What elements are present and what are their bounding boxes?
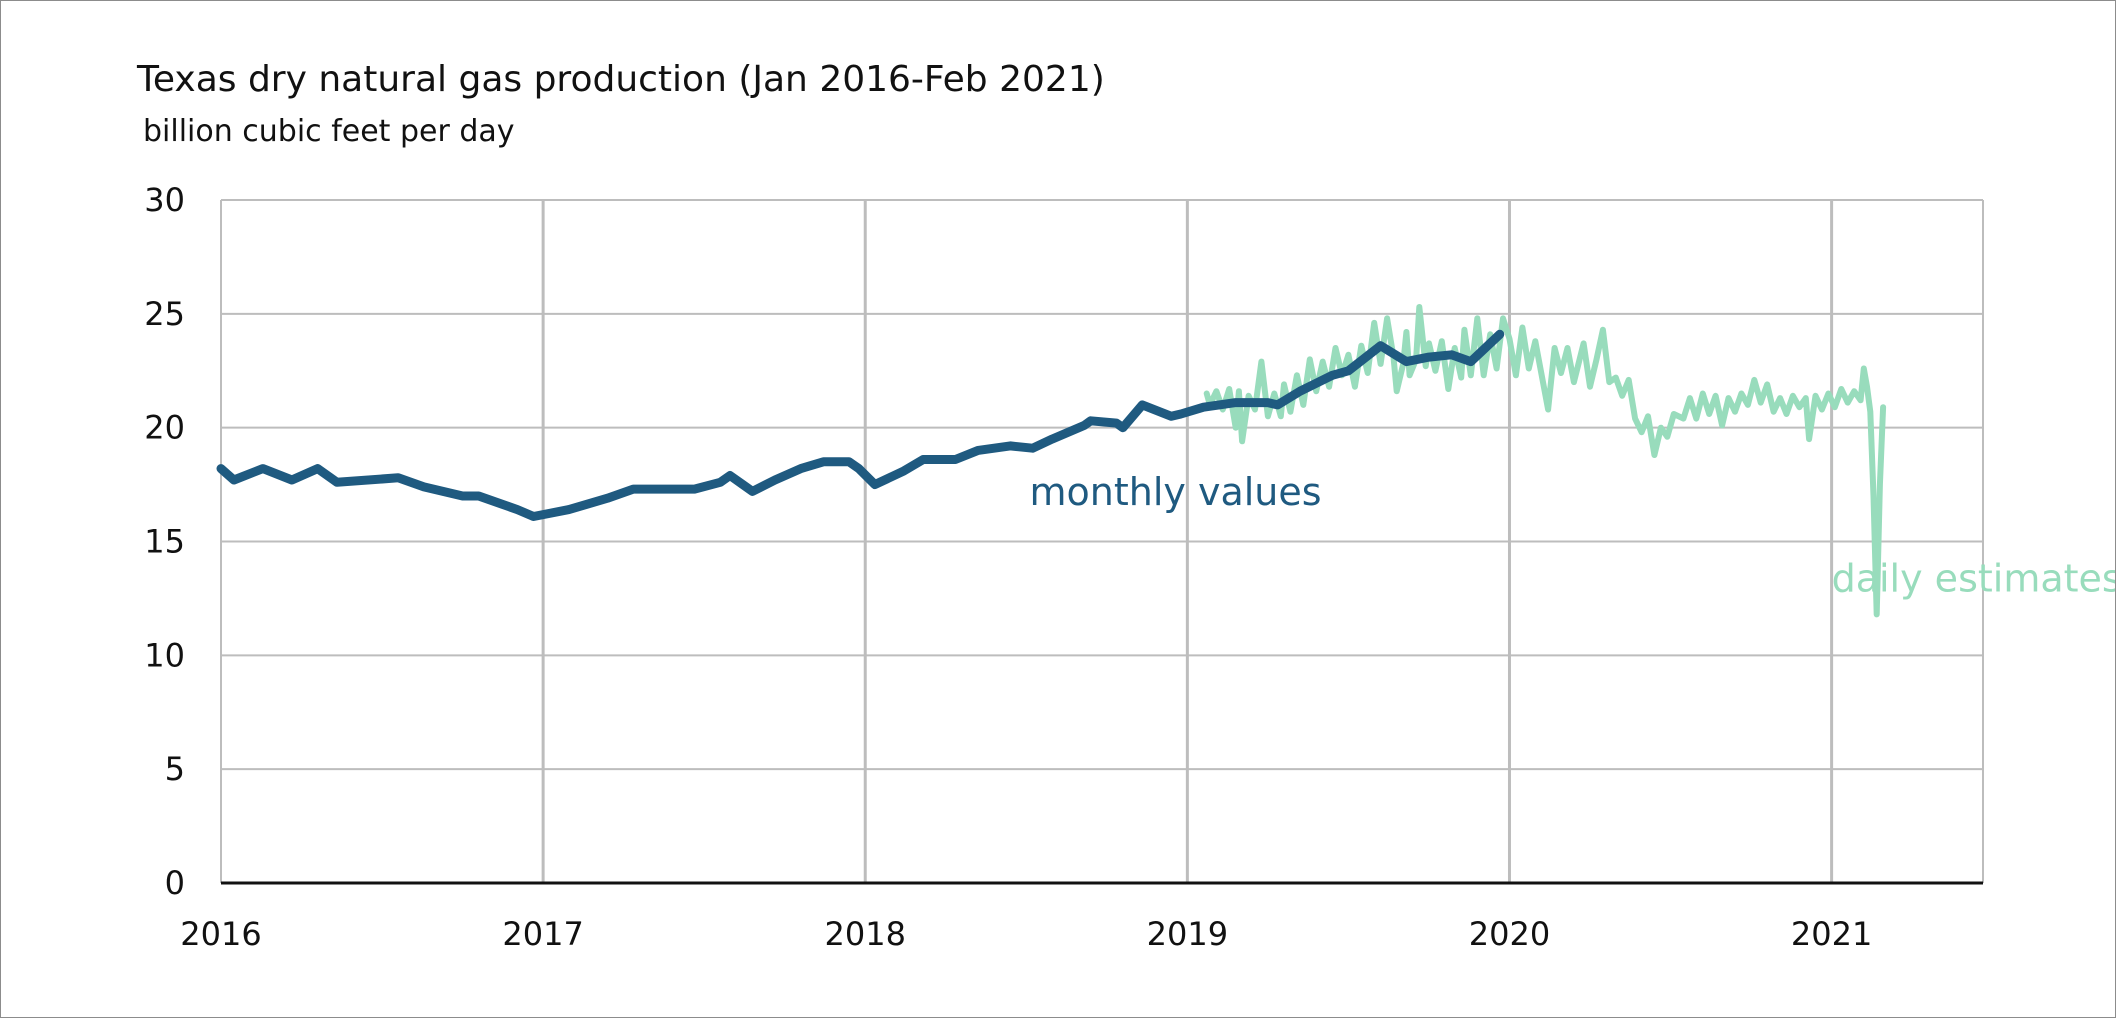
monthly-series-line [216, 329, 1505, 521]
x-tick-label: 2017 [502, 915, 583, 953]
y-tick-label: 10 [144, 636, 185, 674]
daily-series-line [1203, 304, 1887, 618]
x-tick-label: 2019 [1147, 915, 1228, 953]
y-tick-label: 5 [165, 750, 185, 788]
x-tick-label: 2020 [1469, 915, 1550, 953]
monthly-series-label: monthly values [1030, 470, 1322, 514]
daily-series-label: daily estimates [1832, 557, 2115, 601]
chart-subtitle: billion cubic feet per day [143, 114, 515, 149]
chart-title: Texas dry natural gas production (Jan 20… [137, 59, 1105, 100]
series-annotations: monthly values daily estimates [1030, 470, 2115, 601]
x-axis-ticks: 2016 2017 2018 2019 2020 2021 [180, 915, 1872, 953]
gridlines [220, 199, 1984, 885]
x-tick-label: 2021 [1791, 915, 1872, 953]
y-tick-label: 15 [144, 523, 185, 561]
y-tick-label: 25 [144, 295, 185, 333]
y-tick-label: 20 [144, 409, 185, 447]
x-tick-label: 2016 [180, 915, 261, 953]
y-tick-label: 30 [144, 181, 185, 219]
x-tick-label: 2018 [825, 915, 906, 953]
series-lines [216, 304, 1887, 618]
y-tick-label: 0 [165, 864, 185, 902]
y-axis-ticks: 0 5 10 15 20 25 30 [144, 181, 185, 902]
